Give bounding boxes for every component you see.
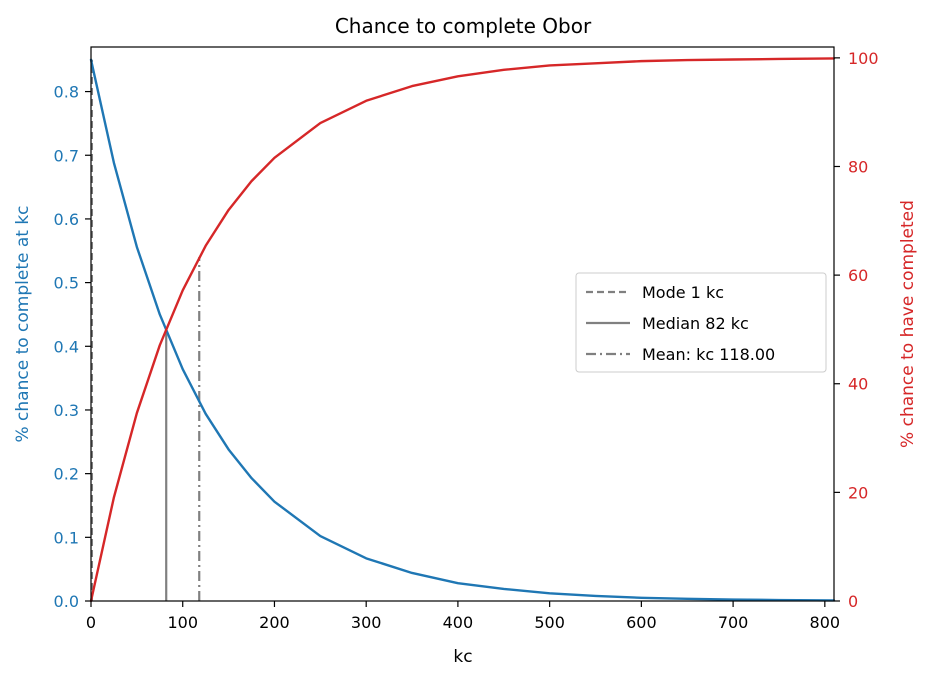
x-tick-label: 600 — [626, 613, 657, 632]
right-y-tick-label: 0 — [848, 592, 858, 611]
x-tick-label: 800 — [810, 613, 841, 632]
left-y-axis: 0.0 0.1 0.2 0.3 0.4 0.5 0.6 0.7 0.8 — [54, 83, 91, 611]
left-y-tick-label: 0.1 — [54, 528, 79, 547]
x-tick-label: 0 — [86, 613, 96, 632]
left-y-tick-label: 0.3 — [54, 401, 79, 420]
left-y-tick-label: 0.7 — [54, 146, 79, 165]
left-y-tick-label: 0.2 — [54, 465, 79, 484]
left-y-tick-label: 0.4 — [54, 337, 79, 356]
legend: Mode 1 kc Median 82 kc Mean: kc 118.00 — [575, 272, 827, 373]
right-y-axis: 0 20 40 60 80 100 — [834, 49, 879, 611]
x-tick-label: 500 — [534, 613, 565, 632]
x-axis: 0 100 200 300 400 500 600 700 800 — [86, 601, 840, 632]
plot-frame — [90, 46, 835, 602]
right-axis-title: % chance to have completed — [898, 200, 918, 448]
pdf-series-line — [89, 58, 836, 602]
left-axis-title: % chance to complete at kc — [13, 205, 33, 442]
left-y-tick-label: 0.0 — [54, 592, 79, 611]
x-axis-title: kc — [453, 647, 472, 667]
legend-label: Mode 1 kc — [642, 283, 724, 302]
cdf-series-line — [89, 57, 836, 603]
chart-title: Chance to complete Obor — [335, 14, 592, 38]
left-y-tick-label: 0.8 — [54, 83, 79, 102]
plot-area — [89, 57, 836, 603]
legend-label: Mean: kc 118.00 — [642, 345, 775, 364]
right-y-tick-label: 100 — [848, 49, 879, 68]
x-tick-label: 300 — [351, 613, 382, 632]
x-tick-label: 700 — [718, 613, 749, 632]
right-y-tick-label: 20 — [848, 483, 868, 502]
left-y-tick-label: 0.5 — [54, 274, 79, 293]
x-tick-label: 200 — [259, 613, 290, 632]
legend-box — [575, 272, 827, 373]
x-tick-label: 100 — [167, 613, 198, 632]
left-y-tick-label: 0.6 — [54, 210, 79, 229]
right-y-tick-label: 80 — [848, 157, 868, 176]
right-y-tick-label: 40 — [848, 375, 868, 394]
x-tick-label: 400 — [443, 613, 474, 632]
legend-label: Median 82 kc — [642, 314, 749, 333]
right-y-tick-label: 60 — [848, 266, 868, 285]
